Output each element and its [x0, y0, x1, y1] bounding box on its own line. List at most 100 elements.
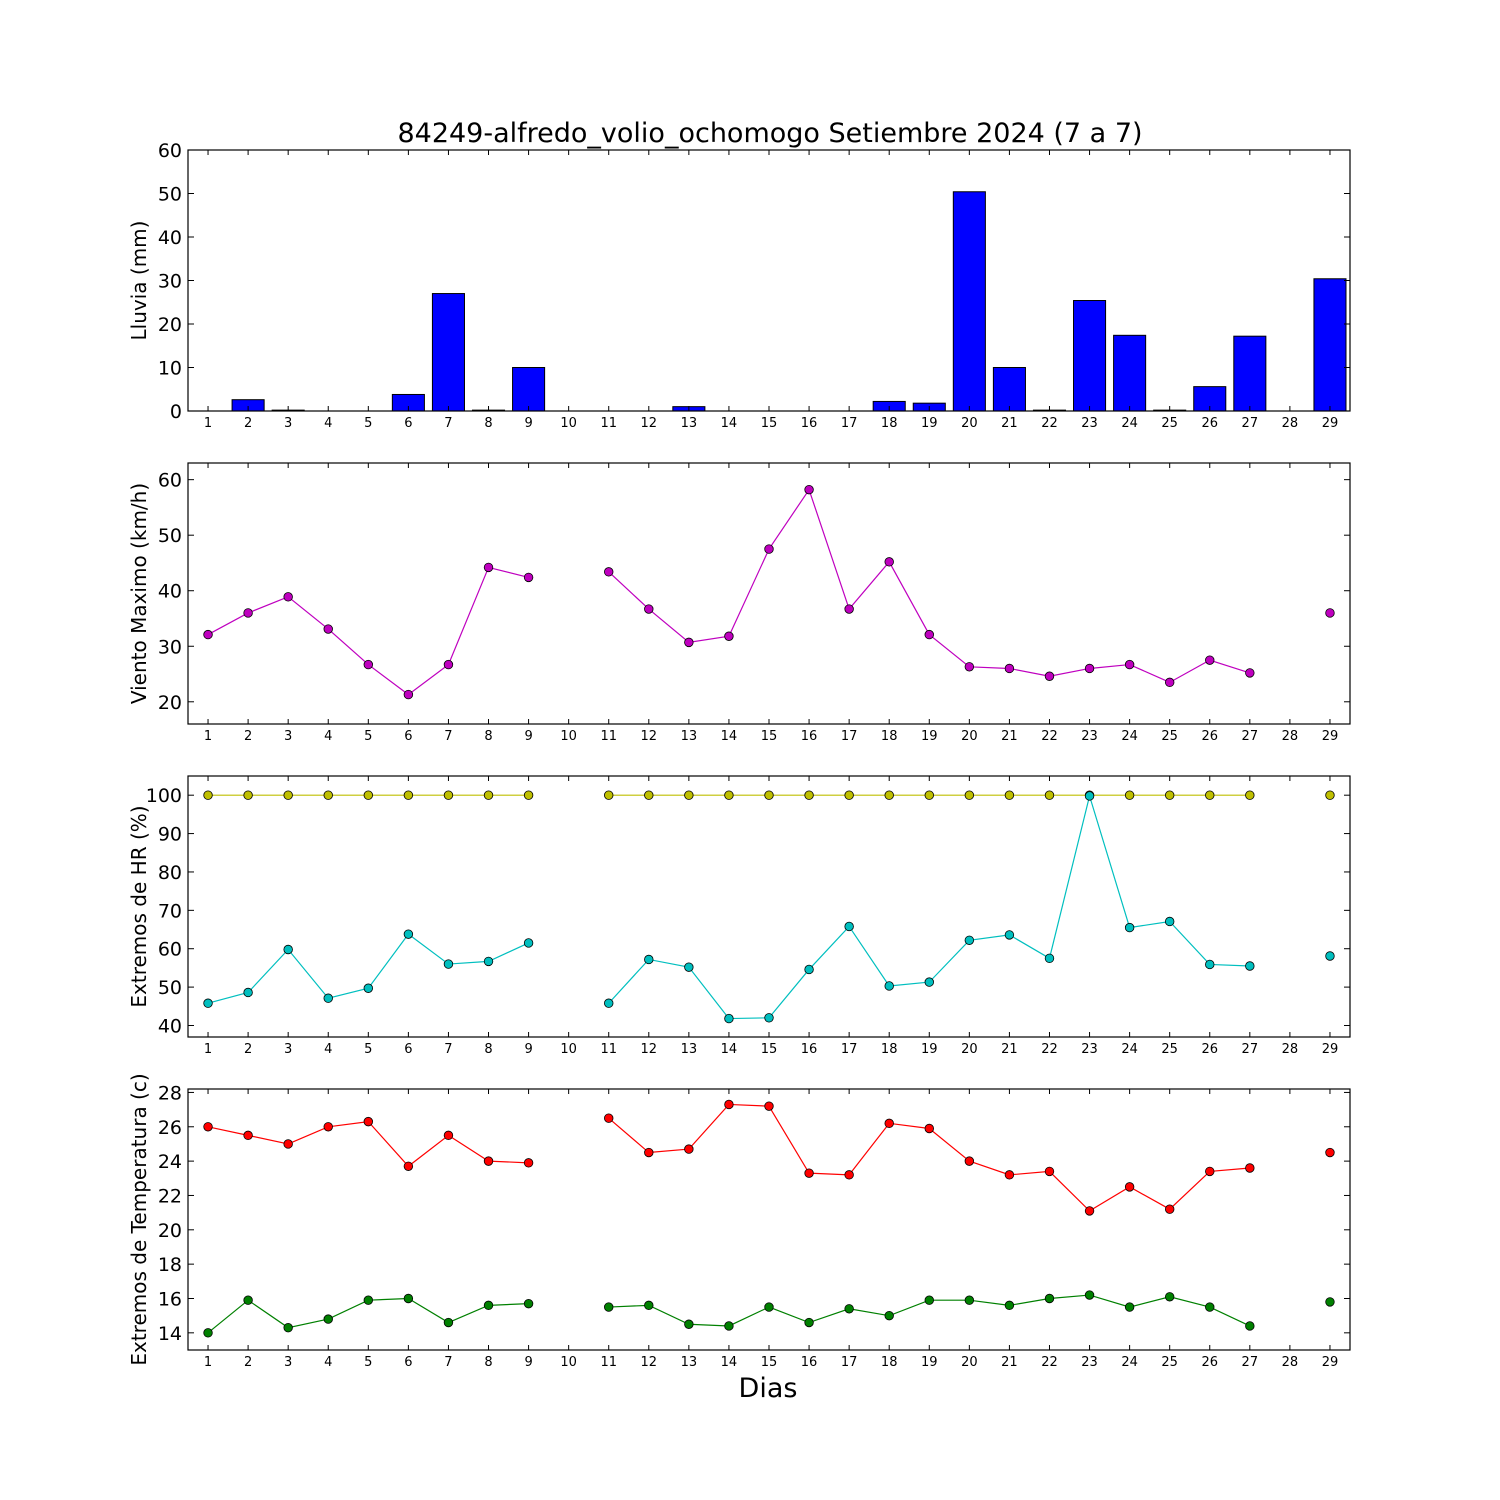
- x-tick-label: 3: [284, 1355, 292, 1370]
- x-tick-label: 13: [681, 416, 698, 431]
- point-series-1-day-24: [1124, 1182, 1135, 1192]
- point-series-1-day-8: [483, 562, 494, 573]
- bar-day-27: [1233, 335, 1267, 412]
- point-series-2-day-14: [724, 1013, 734, 1024]
- point-series-2-day-5: [363, 1295, 374, 1305]
- point-series-1-day-24: [1124, 790, 1135, 800]
- point-series-1-day-3: [283, 790, 293, 800]
- x-tick-label: 23: [1081, 416, 1098, 431]
- point-series-1-day-18: [884, 790, 894, 800]
- point-series-2-day-26: [1205, 959, 1215, 970]
- x-tick-label: 27: [1242, 1042, 1259, 1057]
- point-series-1-day-7: [443, 659, 454, 670]
- point-series-2-day-23: [1084, 1290, 1095, 1300]
- point-series-2-day-7: [443, 959, 454, 969]
- point-series-2-day-2: [243, 987, 253, 998]
- point-series-2-day-15: [764, 1302, 774, 1312]
- y-tick-label: 40: [158, 1015, 182, 1037]
- point-series-1-day-15: [764, 1101, 774, 1111]
- point-series-1-day-18: [884, 1118, 894, 1129]
- x-tick-label: 25: [1161, 416, 1178, 431]
- x-tick-label: 9: [524, 1042, 532, 1057]
- x-tick-label: 12: [641, 416, 658, 431]
- point-series-1-day-5: [363, 659, 374, 670]
- y-tick-label: 100: [146, 785, 182, 807]
- y-tick-label: 26: [158, 1117, 182, 1139]
- x-tick-label: 28: [1282, 729, 1299, 744]
- point-series-1-day-29: [1325, 1147, 1335, 1158]
- point-series-1-day-14: [724, 1099, 734, 1110]
- y-tick-label: 16: [158, 1288, 182, 1310]
- x-tick-label: 21: [1001, 729, 1018, 744]
- point-series-2-day-1: [203, 998, 213, 1008]
- point-series-2-day-2: [243, 1295, 253, 1305]
- y-tick-label: 60: [158, 939, 182, 961]
- x-tick-label: 16: [801, 416, 818, 431]
- x-tick-label: 3: [284, 1042, 292, 1057]
- point-series-1-day-6: [403, 689, 414, 700]
- x-tick-label: 8: [484, 416, 492, 431]
- point-series-1-day-2: [243, 1130, 253, 1141]
- x-tick-label: 4: [324, 416, 332, 431]
- point-series-2-day-27: [1245, 961, 1255, 971]
- point-series-1-day-13: [684, 790, 694, 800]
- point-series-1-day-24: [1124, 659, 1135, 670]
- x-tick-label: 8: [484, 1042, 492, 1057]
- point-series-1-day-16: [804, 790, 814, 800]
- bar-day-9: [512, 367, 546, 412]
- x-tick-label: 27: [1242, 1355, 1259, 1370]
- x-tick-label: 22: [1041, 416, 1058, 431]
- x-tick-label: 3: [284, 729, 292, 744]
- y-tick-label: 20: [158, 692, 182, 714]
- x-tick-label: 2: [244, 1355, 252, 1370]
- point-series-2-day-13: [684, 1319, 694, 1329]
- x-tick-label: 27: [1242, 729, 1259, 744]
- x-tick-label: 2: [244, 1042, 252, 1057]
- point-series-2-day-22: [1044, 1293, 1055, 1304]
- x-tick-label: 29: [1322, 729, 1339, 744]
- point-series-1-day-5: [363, 1116, 374, 1127]
- x-tick-label: 21: [1001, 416, 1018, 431]
- x-tick-label: 29: [1322, 416, 1339, 431]
- x-tick-label: 4: [324, 1042, 332, 1057]
- x-tick-label: 6: [404, 416, 412, 431]
- point-series-2-day-15: [764, 1013, 774, 1023]
- x-tick-label: 10: [560, 1355, 577, 1370]
- y-tick-label: 70: [158, 900, 182, 922]
- point-series-2-day-12: [644, 1300, 654, 1311]
- x-tick-label: 16: [801, 1042, 818, 1057]
- point-series-1-day-27: [1245, 790, 1255, 800]
- point-series-2-day-9: [523, 938, 534, 948]
- point-series-1-day-6: [403, 1161, 414, 1171]
- point-series-1-day-29: [1325, 608, 1335, 618]
- x-tick-label: 13: [681, 1042, 698, 1057]
- bar-day-21: [992, 367, 1026, 412]
- x-tick-label: 11: [600, 729, 617, 744]
- point-series-1-day-26: [1205, 1166, 1215, 1177]
- x-tick-label: 28: [1282, 416, 1299, 431]
- point-series-1-day-13: [684, 1144, 694, 1154]
- point-series-1-day-9: [523, 790, 534, 800]
- y-tick-label: 50: [158, 184, 182, 206]
- point-series-2-day-19: [924, 977, 934, 987]
- x-tick-label: 28: [1282, 1355, 1299, 1370]
- x-tick-label: 19: [921, 1042, 938, 1057]
- point-series-1-day-17: [844, 790, 854, 800]
- point-series-2-day-22: [1044, 953, 1055, 964]
- point-series-1-day-20: [964, 1156, 975, 1166]
- x-tick-label: 24: [1121, 416, 1138, 431]
- point-series-1-day-12: [644, 1147, 654, 1158]
- point-series-2-day-21: [1004, 930, 1015, 940]
- point-series-2-day-4: [323, 1314, 333, 1324]
- x-tick-label: 17: [841, 416, 858, 431]
- x-tick-label: 15: [761, 416, 778, 431]
- x-tick-label: 5: [364, 416, 372, 431]
- x-tick-label: 9: [524, 416, 532, 431]
- x-tick-label: 11: [600, 1355, 617, 1370]
- y-tick-label: 60: [158, 140, 182, 162]
- x-tick-label: 3: [284, 416, 292, 431]
- point-series-2-day-27: [1245, 1321, 1255, 1331]
- y-tick-label: 50: [158, 977, 182, 999]
- x-tick-label: 14: [721, 1355, 738, 1370]
